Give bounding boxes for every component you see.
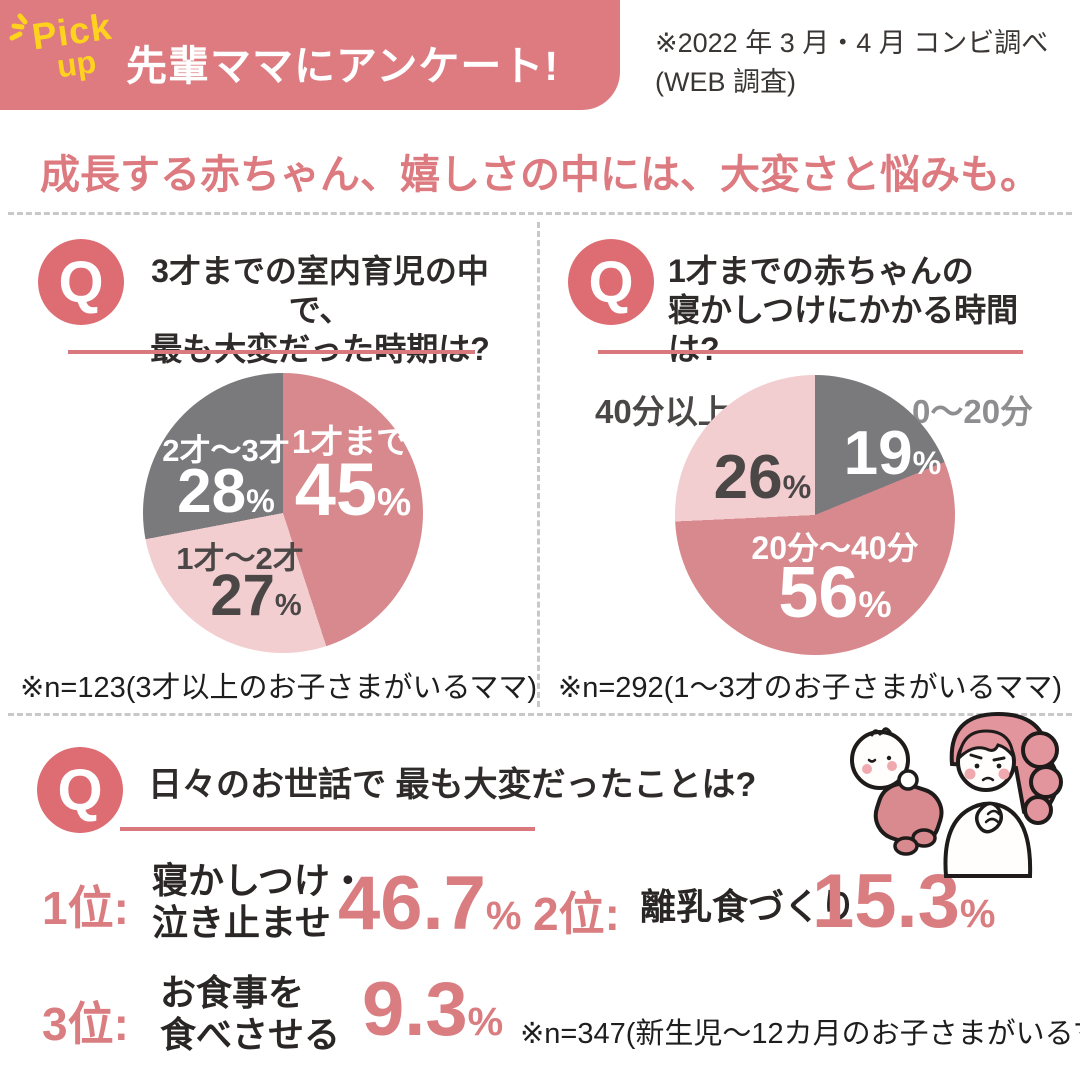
q1-slice-2to3sai-value: 28%	[177, 457, 275, 526]
q1-sample-note: ※n=123(3才以上のお子さまがいるママ)	[20, 672, 538, 704]
mom	[943, 711, 1063, 878]
pie-chart-q1: 1才まで 45% 2才〜3才 28% 1才〜2才 27%	[143, 373, 423, 653]
q2-slice-0to20-label: 0〜20分	[912, 393, 1034, 430]
q2-badge: Q	[568, 239, 654, 325]
rank2-value: 15.3%	[812, 859, 996, 944]
q1-badge: Q	[38, 239, 124, 325]
q2-slice-0to20-value: 19%	[843, 419, 942, 488]
rank3-item: お食事を 食べさせる	[160, 972, 341, 1056]
header-banner: Pick up 先輩ママにアンケート!	[0, 0, 620, 110]
q3-question: 日々のお世話で 最も大変だったことは?	[148, 766, 757, 804]
q1-slice-2to3sai-label: 2才〜3才	[162, 433, 290, 468]
headline: 成長する赤ちゃん、嬉しさの中には、大変さと悩みも。	[40, 153, 1040, 197]
q2-slice-40plus-value: 26%	[713, 443, 812, 512]
q2-question: 1才までの赤ちゃんの 寝かしつけにかかる時間は?	[668, 252, 1048, 369]
q1-slice-1to2sai-label: 1才〜2才	[176, 541, 304, 576]
q3-sample-note: ※n=347(新生児〜12カ月のお子さまがいるママ)	[520, 1018, 1080, 1050]
rank3-label: 3位:	[42, 998, 129, 1050]
rank2-item: 離乳食づくり	[640, 886, 857, 927]
pie-chart-q2: 19% 26% 20分〜40分 56%	[675, 375, 955, 655]
pickup-badge: Pick up	[29, 6, 118, 85]
q2-sample-note: ※n=292(1〜3才のお子さまがいるママ)	[557, 672, 1063, 704]
q1-question: 3才までの室内育児の中で、 最も大変だった時期は?	[135, 252, 505, 369]
q3-badge: Q	[37, 747, 123, 833]
survey-source-line1: ※2022 年 3 月・4 月 コンビ調べ	[655, 28, 1049, 58]
q1-question-line2: 最も大変だった時期は?	[135, 330, 505, 369]
q3-underline	[120, 827, 535, 831]
rank1-item: 寝かしつけ・ 泣き止ませ	[152, 860, 366, 944]
survey-source-note: ※2022 年 3 月・4 月 コンビ調べ (WEB 調査)	[655, 24, 1048, 102]
mom-and-baby-illustration	[850, 711, 1063, 878]
sparkle-icon	[9, 13, 28, 41]
q1-slice-1saimade-value: 45%	[294, 448, 412, 531]
q1-question-line1: 3才までの室内育児の中で、	[151, 253, 489, 329]
q2-slice-20to40-label: 20分〜40分	[751, 530, 919, 566]
q2-slice-20to40-value: 56%	[778, 553, 892, 633]
rank1-value: 46.7%	[338, 861, 522, 946]
q2-question-line1: 1才までの赤ちゃんの	[668, 253, 974, 289]
rank3-value: 9.3%	[362, 967, 504, 1052]
q1-slice-1to2sai-value: 27%	[210, 563, 302, 628]
baby	[850, 727, 944, 856]
q1-underline	[68, 350, 475, 354]
rank1-label: 1位:	[42, 882, 129, 934]
survey-source-line2: (WEB 調査)	[655, 67, 796, 98]
banner-title: 先輩ママにアンケート!	[126, 43, 560, 89]
dotted-divider-top	[8, 212, 1072, 215]
q2-underline	[598, 350, 1023, 354]
q2-question-line2: 寝かしつけにかかる時間は?	[668, 292, 1019, 367]
rank2-label: 2位:	[533, 888, 620, 940]
dotted-divider-vertical	[537, 222, 540, 707]
q1-slice-1saimade-label: 1才まで	[291, 423, 410, 460]
dotted-divider-middle	[8, 713, 1072, 716]
